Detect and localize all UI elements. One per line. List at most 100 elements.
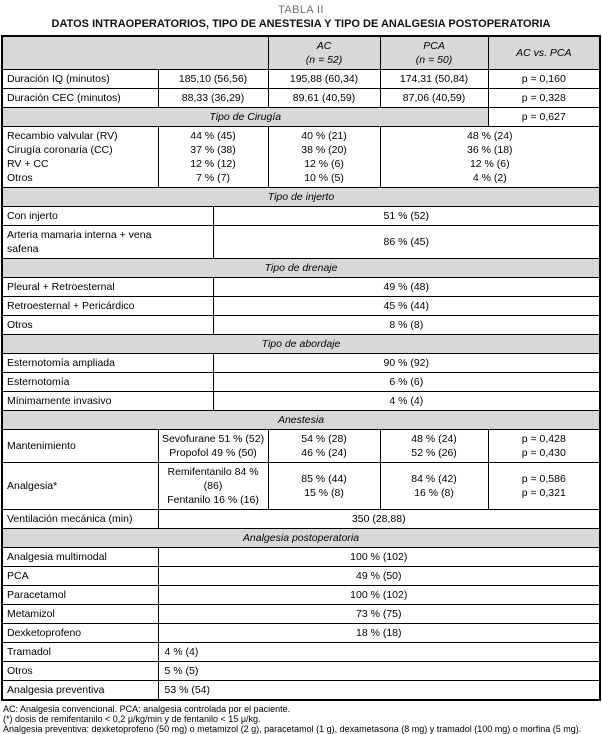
row-label: Duración CEC (minutos): [1, 88, 159, 108]
row-label-text: Arteria mamaria interna + vena safena: [7, 229, 152, 255]
table-row: Analgesia* Remifentanilo 84 % (86) Fenta…: [1, 462, 601, 510]
section-header-abordaje: Tipo de abordaje: [1, 334, 601, 354]
row-label: Retroesternal + Pericárdico: [1, 296, 214, 316]
row-label: Otros: [1, 315, 214, 335]
ac-value: 12 % (6): [304, 158, 344, 170]
p-value: p = 0,586: [521, 473, 566, 485]
p-value: p = 0,160: [487, 69, 601, 89]
total-value: 185,10 (56,56): [157, 69, 269, 89]
row-label: Mínimamente invasivo: [1, 391, 214, 411]
row-label: Esternotomía ampliada: [1, 353, 214, 373]
row-label: Cirugía coronaria (CC): [7, 144, 113, 156]
header-col-pca: PCA (n = 50): [379, 35, 489, 70]
total-value: Fentanilo 16 % (16): [167, 494, 259, 506]
row-label: Analgesia preventiva: [1, 680, 159, 701]
table-row: Ventilación mecánica (min) 350 (28,88): [1, 509, 601, 529]
pca-value: 52 % (26): [411, 447, 457, 459]
pca-value: 4 % (2): [472, 172, 507, 184]
section-header-drenaje: Tipo de drenaje: [1, 258, 601, 278]
header-pca-line1: PCA: [423, 40, 445, 52]
pca-value: 84 % (42): [411, 473, 457, 485]
data-table: AC (n = 52) PCA (n = 50) AC vs. PCA Dura…: [1, 35, 602, 701]
table-row: Arteria mamaria interna + vena safena 86…: [1, 225, 601, 259]
row-label: Pleural + Retroesternal: [1, 277, 214, 297]
ac-values: 54 % (28) 46 % (24): [267, 429, 381, 463]
row-label: Otros: [7, 172, 33, 184]
row-label: PCA: [1, 566, 159, 586]
section-header-postoperatoria: Analgesia postoperatoria: [1, 528, 601, 548]
p-values: p = 0,586 p = 0,321: [487, 462, 601, 510]
table-row: PCA 49 % (50): [1, 566, 601, 586]
pca-values: 48 % (24) 52 % (26): [379, 429, 489, 463]
total-values: Remifentanilo 84 % (86) Fentanilo 16 % (…: [157, 462, 269, 510]
header-col-ac-vs-pca: AC vs. PCA: [487, 35, 601, 70]
row-label: Arteria mamaria interna + vena safena: [1, 225, 214, 259]
table-row: Otros 5 % (5): [1, 661, 601, 681]
row-label: Metamizol: [1, 604, 159, 624]
row-value: 6 % (6): [212, 372, 601, 392]
ac-value: 89,61 (40,59): [267, 88, 381, 108]
table-row: Esternotomía ampliada 90 % (92): [1, 353, 601, 373]
section-header-cirugia: Tipo de Cirugía: [1, 107, 489, 127]
table-row: Analgesia preventiva 53 % (54): [1, 680, 601, 701]
ac-value: 195,88 (60,34): [267, 69, 381, 89]
p-value: p = 0,428: [521, 433, 566, 445]
table-footnotes: AC: Analgesia convencional. PCA: analges…: [1, 704, 601, 734]
row-label: Paracetamol: [1, 585, 159, 605]
ac-value: 54 % (28): [301, 433, 347, 445]
row-label: Con injerto: [1, 206, 214, 226]
cirugia-ac-values: 40 % (21) 38 % (20) 12 % (6) 10 % (5): [267, 126, 381, 188]
p-value: p = 0,430: [521, 447, 566, 459]
table-number: TABLA II: [278, 4, 324, 16]
row-value: 350 (28,88): [157, 509, 601, 529]
header-row: AC (n = 52) PCA (n = 50) AC vs. PCA: [1, 35, 601, 70]
section-row: Tipo de Cirugía p = 0,627: [1, 107, 601, 127]
total-value: Propofol 49 % (50): [169, 447, 257, 459]
row-value: 51 % (52): [212, 206, 601, 226]
total-value: Remifentanilo 84 % (86): [167, 466, 259, 492]
table-row: Dexketoprofeno 18 % (18): [1, 623, 601, 643]
total-value: 7 % (7): [196, 172, 230, 184]
pca-value: 16 % (8): [414, 487, 454, 499]
section-header-injerto: Tipo de injerto: [1, 187, 601, 207]
header-ac-line2: (n = 52): [305, 54, 343, 66]
table-row: Pleural + Retroesternal 49 % (48): [1, 277, 601, 297]
section-row: Anestesia: [1, 410, 601, 430]
row-label: RV + CC: [7, 158, 49, 170]
table-title: DATOS INTRAOPERATORIOS, TIPO DE ANESTESI…: [51, 18, 551, 30]
row-label: Dexketoprofeno: [1, 623, 159, 643]
row-value: 100 % (102): [157, 585, 601, 605]
ac-value: 38 % (20): [301, 144, 347, 156]
table-row: Metamizol 73 % (75): [1, 604, 601, 624]
section-row: Analgesia postoperatoria: [1, 528, 601, 548]
pca-value: 48 % (24): [467, 130, 513, 142]
row-label: Analgesia*: [1, 462, 159, 510]
section-header-anestesia: Anestesia: [1, 410, 601, 430]
ac-value: 15 % (8): [304, 487, 344, 499]
row-label: Mantenimiento: [1, 429, 159, 463]
cirugia-total-values: 44 % (45) 37 % (38) 12 % (12) 7 % (7): [157, 126, 269, 188]
header-empty-cell: [1, 35, 269, 70]
total-value: 88,33 (36,29): [157, 88, 269, 108]
header-col-ac: AC (n = 52): [267, 35, 381, 70]
row-value: 49 % (48): [212, 277, 601, 297]
ac-value: 10 % (5): [304, 172, 344, 184]
row-value: 86 % (45): [212, 225, 601, 259]
total-value: 12 % (12): [190, 158, 236, 170]
total-value: 44 % (45): [190, 130, 236, 142]
section-row: Tipo de drenaje: [1, 258, 601, 278]
row-label: Analgesia multimodal: [1, 547, 159, 567]
row-label: Esternotomía: [1, 372, 214, 392]
table-row: Paracetamol 100 % (102): [1, 585, 601, 605]
p-value: p = 0,321: [521, 487, 566, 499]
row-label: Otros: [1, 661, 159, 681]
cirugia-block-row: Recambio valvular (RV) Cirugía coronaria…: [1, 126, 601, 188]
p-values: p = 0,428 p = 0,430: [487, 429, 601, 463]
table-row: Mantenimiento Sevofurane 51 % (52) Propo…: [1, 429, 601, 463]
table-row: Analgesia multimodal 100 % (102): [1, 547, 601, 567]
row-label: Recambio valvular (RV): [7, 130, 118, 142]
table-row: Retroesternal + Pericárdico 45 % (44): [1, 296, 601, 316]
pca-value: 174,31 (50,84): [379, 69, 489, 89]
row-value: 4 % (4): [212, 391, 601, 411]
